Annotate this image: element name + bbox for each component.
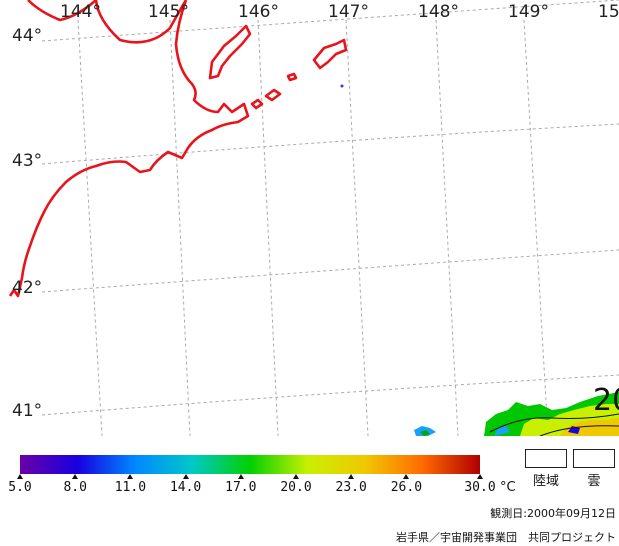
tick-label: 14.0 bbox=[169, 480, 202, 495]
legend: 5.0 8.0 11.0 14.0 17.0 20.0 23.0 26.0 30.0 °C 陸域… bbox=[0, 436, 619, 546]
meridian-144 bbox=[77, 19, 103, 436]
meridian-147 bbox=[345, 19, 369, 436]
tick-label: 5.0 bbox=[8, 480, 32, 495]
tick-label: 20.0 bbox=[280, 480, 312, 495]
tick-mark bbox=[127, 474, 134, 479]
unit-label: °C bbox=[500, 480, 516, 495]
coastline-habomai-3 bbox=[286, 72, 298, 82]
tick-mark bbox=[182, 474, 189, 479]
color-scale-bar bbox=[20, 455, 480, 474]
sst-map bbox=[8, 0, 619, 436]
tick-label: 11.0 bbox=[114, 480, 147, 495]
tick-mark bbox=[403, 474, 410, 479]
tick-mark bbox=[477, 474, 483, 479]
lat-label-44: 44° bbox=[12, 26, 43, 46]
lon-label-145: 145° bbox=[148, 2, 189, 22]
meridian-148 bbox=[435, 19, 459, 436]
coastline-iturup bbox=[312, 38, 348, 70]
lon-label-144: 144° bbox=[60, 2, 101, 22]
lon-label-148: 148° bbox=[418, 2, 459, 22]
coastline-habomai-1 bbox=[250, 98, 264, 110]
lon-label-150: 15 bbox=[598, 2, 619, 22]
tick-mark bbox=[72, 474, 79, 479]
observation-date: 観測日:2000年09月12日 bbox=[490, 507, 616, 520]
parallel-42 bbox=[41, 249, 619, 293]
sst-contour-2 bbox=[539, 425, 619, 436]
lat-label-42: 42° bbox=[12, 278, 43, 298]
tick-label: 30.0 bbox=[464, 480, 496, 495]
tick-mark bbox=[293, 474, 299, 479]
meridian-146 bbox=[257, 19, 279, 436]
tick-label: 17.0 bbox=[225, 480, 257, 495]
land-label: 陸域 bbox=[532, 474, 560, 489]
lon-label-146: 146° bbox=[238, 2, 279, 22]
parallel-43 bbox=[41, 123, 619, 165]
lon-label-147: 147° bbox=[328, 2, 369, 22]
graticule bbox=[41, 0, 619, 436]
coastline-kunashiri bbox=[208, 24, 252, 80]
cloud-swatch bbox=[573, 449, 615, 468]
tick-label: 23.0 bbox=[335, 480, 367, 495]
parallel-44 bbox=[41, 0, 619, 42]
coastline-islet bbox=[340, 84, 344, 88]
tick-mark bbox=[348, 474, 355, 479]
tick-label: 26.0 bbox=[390, 480, 423, 495]
coastline bbox=[8, 0, 348, 298]
sst-patch-small-2 bbox=[420, 430, 430, 436]
lat-label-41: 41° bbox=[12, 401, 43, 421]
meridian-145 bbox=[169, 19, 191, 436]
tick-label: 8.0 bbox=[63, 480, 87, 495]
tick-mark bbox=[17, 474, 23, 479]
lon-label-149: 149° bbox=[508, 2, 549, 22]
sst-contour bbox=[489, 413, 619, 433]
contour-value-label: 20 bbox=[593, 383, 619, 418]
coastline-hokkaido bbox=[8, 0, 250, 298]
land-swatch bbox=[525, 449, 567, 468]
coastline-habomai-2 bbox=[264, 88, 282, 102]
sst-patches bbox=[414, 392, 619, 436]
cloud-label: 雲 bbox=[587, 474, 601, 489]
tick-mark bbox=[237, 474, 244, 479]
credit-line: 岩手県／宇宙開発事業団 共同プロジェクト bbox=[396, 531, 616, 544]
lat-label-43: 43° bbox=[12, 151, 43, 171]
parallel-41 bbox=[41, 374, 619, 416]
meridian-149 bbox=[523, 19, 549, 436]
